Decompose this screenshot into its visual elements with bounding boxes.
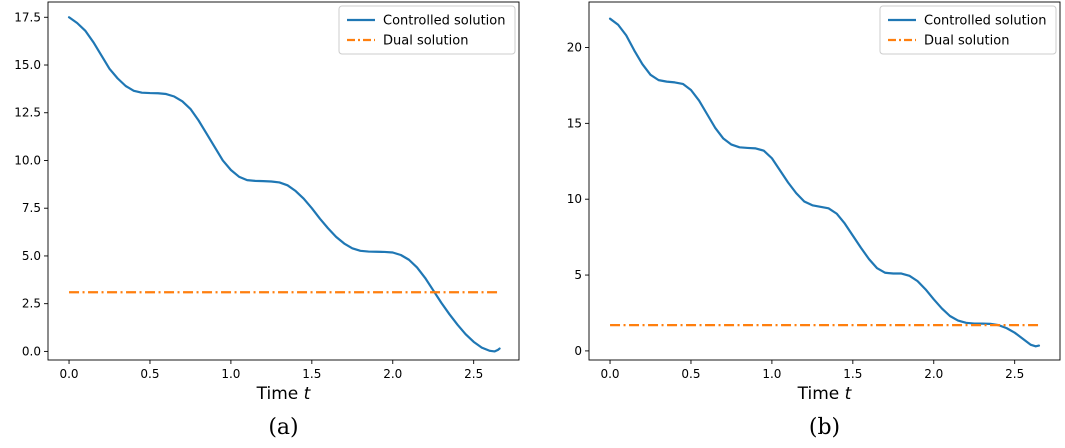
panel-caption: (a) <box>268 415 298 440</box>
chart-panel-2: 0.0 0.5 1.0 1.5 2.0 2.5 0 5 10 15 20 Time t Controll… <box>567 1 1061 440</box>
y-tick-label: 2.5 <box>22 297 41 311</box>
x-tick-label: 1.0 <box>221 367 240 381</box>
x-tick-label: 0.0 <box>59 367 78 381</box>
x-tick-label: 0.5 <box>681 367 700 381</box>
x-tick-label: 2.5 <box>464 367 483 381</box>
x-axis-label: Time t <box>797 384 853 404</box>
x-tick-label: 2.0 <box>924 367 943 381</box>
x-tick-label: 1.0 <box>762 367 781 381</box>
x-axis-label-variable: t <box>845 384 853 404</box>
legend-label-1: Controlled solution <box>383 14 505 29</box>
x-axis-label-text: Time <box>256 384 304 404</box>
x-axis-label-variable: t <box>304 384 312 404</box>
x-tick-label: 1.5 <box>302 367 321 381</box>
series-line-1 <box>608 17 1041 348</box>
x-tick-label: 0.5 <box>140 367 159 381</box>
axes-frame <box>588 1 1061 361</box>
series-line-1 <box>67 16 501 353</box>
legend-label-2: Dual solution <box>924 34 1009 49</box>
x-axis-label: Time t <box>256 384 312 404</box>
y-tick-label: 15 <box>567 116 582 130</box>
y-tick-label: 12.5 <box>14 106 41 120</box>
axes-frame <box>47 1 520 361</box>
legend: Controlled solution Dual solution <box>879 5 1057 55</box>
y-tick-label: 17.5 <box>14 10 41 24</box>
y-tick-label: 7.5 <box>22 201 41 215</box>
x-tick-label: 0.0 <box>600 367 619 381</box>
y-tick-label: 5.0 <box>22 249 41 263</box>
panel-caption: (b) <box>809 415 840 440</box>
legend: Controlled solution Dual solution <box>338 5 516 55</box>
y-tick-label: 5 <box>574 268 582 282</box>
y-tick-label: 15.0 <box>14 58 41 72</box>
legend-box <box>338 5 516 55</box>
y-tick-label: 10 <box>567 192 582 206</box>
x-tick-label: 2.0 <box>383 367 402 381</box>
y-tick-label: 0 <box>574 344 582 358</box>
x-tick-label: 1.5 <box>843 367 862 381</box>
chart-panel-1: 0.0 0.5 1.0 1.5 2.0 2.5 0.0 2.5 5.0 7.5 10.0 12.5 15… <box>14 1 520 440</box>
x-tick-label: 2.5 <box>1005 367 1024 381</box>
y-tick-label: 0.0 <box>22 344 41 358</box>
legend-label-1: Controlled solution <box>924 14 1046 29</box>
x-axis-label-text: Time <box>797 384 845 404</box>
y-tick-label: 20 <box>567 41 582 55</box>
legend-label-2: Dual solution <box>383 34 468 49</box>
legend-box <box>879 5 1057 55</box>
y-tick-label: 10.0 <box>14 153 41 167</box>
